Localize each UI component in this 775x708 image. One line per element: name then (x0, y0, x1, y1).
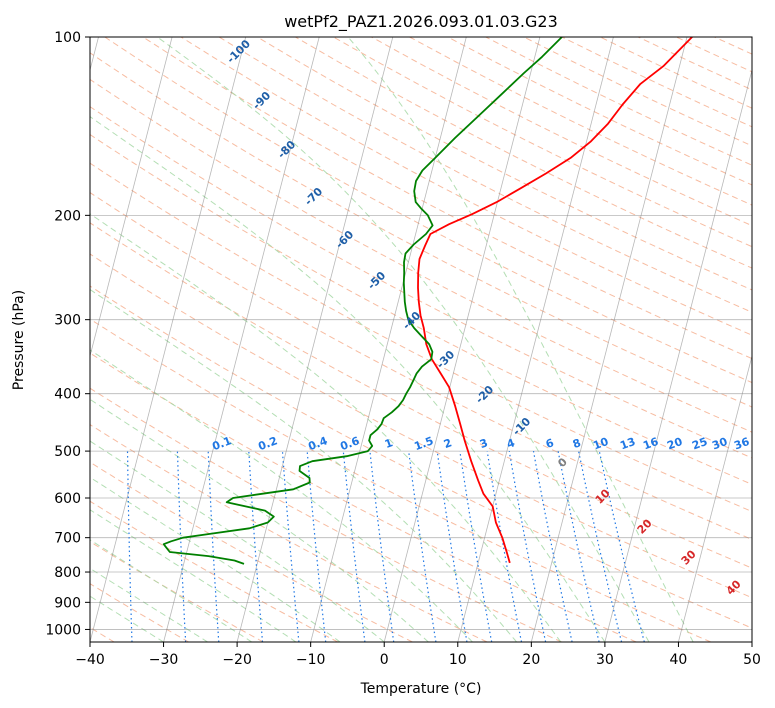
x-tick-label: −10 (296, 652, 326, 668)
moist-adiabat (90, 288, 517, 642)
x-tick-label: −20 (222, 652, 252, 668)
dry-adiabat (90, 222, 752, 569)
isotherm (604, 68, 752, 642)
mixing-ratio-line (207, 451, 220, 642)
plot-frame (89, 36, 753, 643)
dry-adiabat (90, 352, 637, 642)
x-tick-label: 20 (522, 652, 540, 668)
mixing-ratio-label: 0.2 (256, 434, 279, 453)
isotherm (90, 37, 173, 358)
x-tick-label: 10 (449, 652, 467, 668)
x-tick-label: 40 (670, 652, 688, 668)
profile-lines (162, 37, 693, 565)
y-tick-label: 100 (54, 30, 81, 46)
x-tick-label: −40 (75, 652, 105, 668)
x-tick-label: 30 (596, 652, 614, 668)
moist-adiabat (347, 37, 694, 642)
mixing-ratio-line (459, 451, 493, 642)
mixing-ratio-label: 1 (383, 436, 395, 451)
mixing-ratio-label: 25 (690, 435, 709, 452)
mixing-ratio-line (342, 451, 366, 642)
y-tick-label: 300 (54, 313, 81, 329)
mixing-ratio-label: 20 (665, 435, 684, 453)
dry-adiabat (218, 37, 752, 313)
isotherm (678, 354, 752, 642)
dry-adiabat (90, 106, 752, 459)
mixing-ratio-line (176, 451, 187, 642)
mixing-ratio-label: 1.5 (412, 434, 435, 453)
y-tick-label: 800 (54, 565, 81, 581)
moist-adiabat (90, 440, 385, 642)
mixing-ratio-label: 10 (591, 435, 610, 453)
y-tick-label: 700 (54, 531, 81, 547)
mixing-ratio-line (126, 451, 133, 642)
moist-adiabat (90, 115, 606, 642)
isotherm (383, 37, 541, 642)
mixing-ratio-label: 6 (544, 436, 556, 451)
dry-adiabat (90, 318, 711, 642)
mixing-ratio-label: 16 (641, 435, 660, 453)
dry-adiabat (90, 424, 488, 642)
y-axis-label: Pressure (hPa) (11, 290, 27, 390)
dry-adiabat (104, 37, 752, 384)
y-tick-label: 400 (54, 387, 81, 403)
dewpoint-line (162, 37, 563, 565)
mixing-ratio-label: 4 (505, 436, 517, 451)
moist-adiabat (90, 213, 562, 642)
dry-adiabat (90, 583, 189, 642)
moist-adiabat (90, 398, 429, 642)
mixing-ratio-label: 3 (478, 436, 490, 451)
mixing-ratio-label: 13 (618, 435, 637, 452)
isotherm (90, 37, 247, 642)
dry-adiabat (90, 52, 752, 408)
moist-adiabat (90, 476, 341, 642)
dry-adiabat (90, 133, 752, 485)
background-lines (90, 37, 752, 642)
dry-adiabat (256, 37, 752, 291)
x-tick-label: −30 (149, 652, 179, 668)
mixing-ratio-label: 2 (442, 436, 454, 451)
dry-adiabat (90, 253, 752, 599)
y-tick-label: 600 (54, 491, 81, 507)
dry-adiabat (90, 285, 752, 629)
moist-adiabat (157, 37, 650, 642)
isotherm (310, 37, 467, 642)
axes: −40 −30 −20 −10 0 10 20 30 40 5010020030040050060… (45, 30, 761, 668)
isotherm (163, 37, 320, 642)
x-tick-label: 50 (743, 652, 761, 668)
mixing-ratio-label: 36 (732, 435, 751, 453)
mixing-ratio-line (408, 451, 437, 642)
mixing-ratio-label: 0.4 (306, 434, 329, 453)
mixing-ratio-line (436, 451, 468, 642)
y-tick-label: 1000 (45, 622, 81, 638)
mixing-ratio-line (248, 451, 264, 642)
x-axis-label: Temperature (°C) (360, 681, 482, 697)
x-tick-label: 0 (380, 652, 389, 668)
mixing-ratio-line (369, 451, 395, 642)
isotherm (236, 37, 394, 642)
dry-adiabat (90, 387, 562, 642)
temperature-line (417, 37, 693, 564)
mixing-ratio-line (306, 451, 327, 642)
mixing-ratio-label: 8 (571, 436, 583, 451)
isotherm (530, 37, 688, 642)
plot-background (90, 37, 752, 642)
isotherm (457, 37, 614, 642)
mixing-ratio-line (281, 451, 300, 642)
y-tick-label: 500 (54, 444, 81, 460)
y-tick-label: 900 (54, 595, 81, 611)
mixing-ratio-label: 30 (710, 435, 729, 453)
mixing-ratio-label: 0.6 (338, 434, 361, 453)
chart-title: wetPf2_PAZ1.2026.093.01.03.G23 (284, 12, 558, 32)
y-tick-label: 200 (54, 208, 81, 224)
mixing-ratio-label: 0.1 (210, 434, 233, 453)
